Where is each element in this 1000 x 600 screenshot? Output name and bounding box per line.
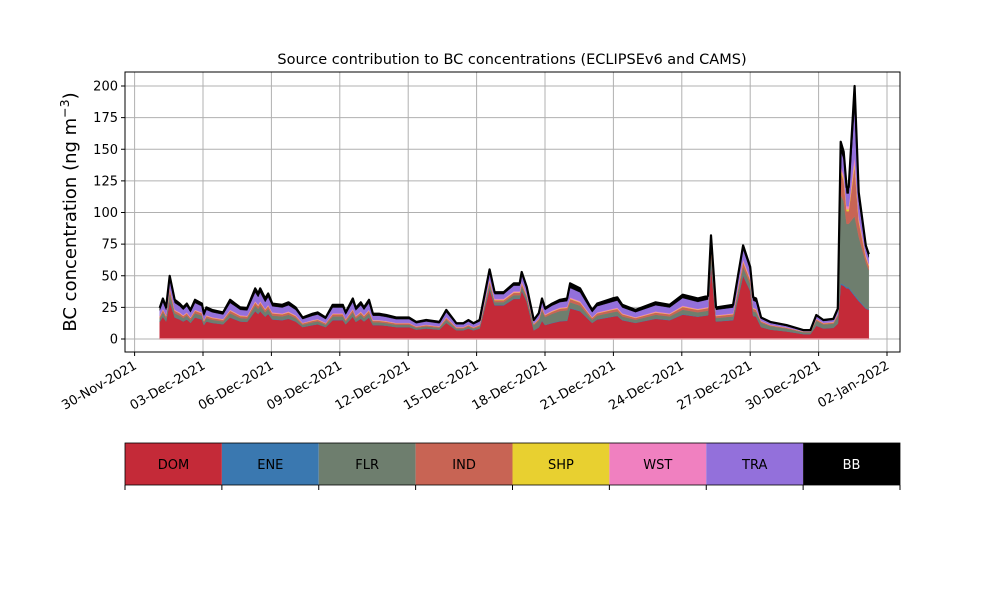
x-tick-label: 30-Dec-2021 (743, 358, 823, 413)
legend-swatch-shp (512, 443, 610, 485)
x-tick-label: 27-Dec-2021 (675, 358, 755, 413)
x-tick-label: 03-Dec-2021 (128, 358, 208, 413)
legend-label-flr: FLR (355, 458, 379, 473)
y-tick-label: 200 (93, 80, 118, 95)
legend-swatch-dom (125, 443, 222, 485)
legend-label-shp: SHP (548, 458, 574, 473)
y-axis: 0 25 50 75 100 125 150 175 200 (93, 80, 125, 348)
y-tick-label: 125 (93, 174, 118, 189)
y-tick-label: 75 (101, 238, 118, 253)
legend-label-dom: DOM (158, 458, 189, 473)
x-axis: 30-Nov-202103-Dec-202106-Dec-202109-Dec-… (59, 352, 892, 414)
x-tick-label: 24-Dec-2021 (606, 358, 686, 413)
legend-label-ind: IND (452, 458, 476, 473)
legend-label-tra: TRA (741, 458, 767, 473)
legend-label-wst: WST (643, 458, 672, 473)
grid (125, 72, 900, 352)
legend-label-bb: BB (843, 458, 861, 473)
legend-swatch-wst (609, 443, 707, 485)
x-tick-label: 30-Nov-2021 (59, 358, 139, 413)
legend-swatch-ene (221, 443, 319, 485)
y-tick-label: 175 (93, 111, 118, 126)
legend-swatch-flr (318, 443, 416, 485)
x-tick-label: 06-Dec-2021 (196, 358, 276, 413)
x-tick-label: 15-Dec-2021 (401, 358, 481, 413)
x-tick-label: 21-Dec-2021 (538, 358, 618, 413)
legend-swatch-tra (706, 443, 804, 485)
legend-swatch-bb (803, 443, 900, 485)
chart-title: Source contribution to BC concentrations… (277, 52, 746, 68)
legend-frame (124, 442, 901, 486)
y-tick-label: 0 (110, 333, 118, 348)
x-tick-label: 09-Dec-2021 (264, 358, 344, 413)
y-tick-label: 25 (101, 301, 118, 316)
x-tick-label: 12-Dec-2021 (333, 358, 413, 413)
x-tick-label: 02-Jan-2022 (815, 358, 892, 411)
total-line (158, 84, 870, 332)
y-tick-label: 150 (93, 143, 118, 158)
y-tick-label: 50 (101, 269, 118, 284)
x-tick-label: 18-Dec-2021 (470, 358, 550, 413)
stacked-areas (158, 84, 870, 340)
y-tick-label: 100 (93, 206, 118, 221)
legend-label-ene: ENE (257, 458, 283, 473)
color-legend: DOM ENE FLR IND SHP WST TRA BB (124, 442, 901, 490)
legend-swatch-ind (415, 443, 513, 485)
y-axis-label: BC concentration (ng m−3) (57, 92, 81, 331)
